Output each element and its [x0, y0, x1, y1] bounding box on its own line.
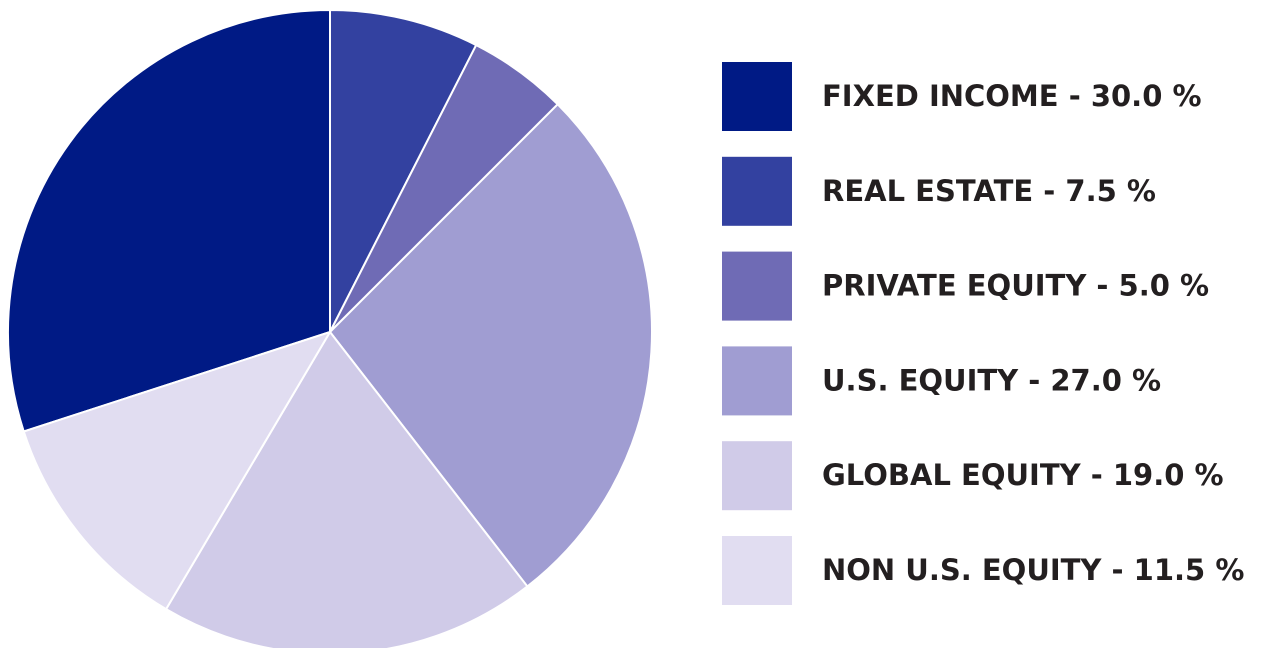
legend-label: GLOBAL EQUITY - 19.0 % [822, 458, 1224, 492]
legend-label: REAL ESTATE - 7.5 % [822, 174, 1156, 208]
legend-swatch [722, 62, 792, 131]
legend-swatch [722, 536, 792, 605]
legend-label: NON U.S. EQUITY - 11.5 % [822, 553, 1244, 587]
legend-swatch [722, 441, 792, 511]
pie-slice [22, 330, 333, 611]
legend-swatch [722, 346, 792, 416]
legend-swatch [722, 156, 792, 226]
legend-swatch [722, 251, 792, 321]
pie-slice [328, 102, 653, 588]
pie-slice [329, 8, 478, 333]
legend-label: U.S. EQUITY - 27.0 % [822, 363, 1161, 397]
legend-label: FIXED INCOME - 30.0 % [822, 79, 1202, 113]
pie-slice [164, 330, 529, 648]
pie-slice [7, 8, 331, 433]
legend-label: PRIVATE EQUITY - 5.0 % [822, 269, 1209, 303]
